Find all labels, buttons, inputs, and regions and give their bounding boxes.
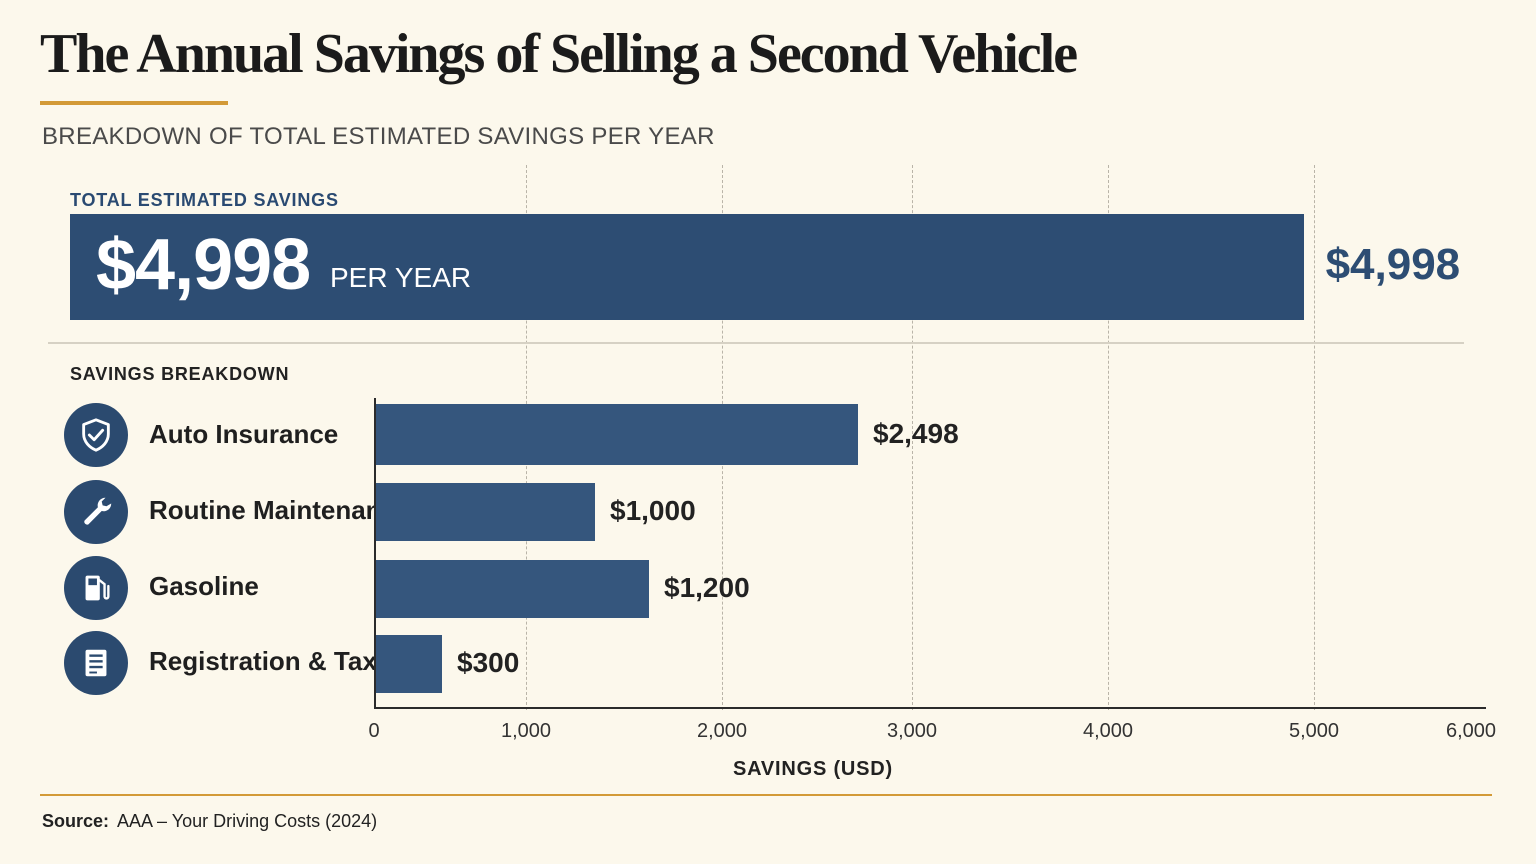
- gridline: [1108, 165, 1109, 710]
- total-savings-unit: PER YEAR: [330, 262, 472, 293]
- chart-title: The Annual Savings of Selling a Second V…: [40, 23, 1078, 85]
- bar-value-label-routine-maintenance: $1,000: [610, 495, 696, 526]
- bar-value-label-registration-taxes: $300: [457, 647, 520, 678]
- document-icon: [64, 631, 128, 695]
- x-tick-label: 4,000: [1082, 720, 1134, 742]
- bar-auto-insurance: [376, 404, 858, 465]
- chart-subtitle: BREAKDOWN OF TOTAL ESTIMATED SAVINGS PER…: [42, 123, 715, 150]
- x-axis-title: SAVINGS (USD): [732, 758, 894, 780]
- category-label-registration-taxes: Registration & Taxes: [149, 646, 406, 676]
- total-section-label: TOTAL ESTIMATED SAVINGS: [70, 190, 339, 210]
- title-underline: [40, 101, 228, 105]
- bar-routine-maintenance: [376, 483, 595, 541]
- bar-value-label-auto-insurance: $2,498: [873, 417, 959, 449]
- source-label: Source:: [42, 811, 110, 831]
- x-axis-line: [374, 707, 1486, 709]
- footer-rule: [40, 794, 1492, 796]
- x-tick-label: 6,000: [1445, 720, 1497, 742]
- x-tick-label: 0: [368, 720, 380, 742]
- source-text: AAA – Your Driving Costs (2024): [117, 811, 378, 831]
- gridline: [912, 165, 913, 710]
- shield-check-icon: [64, 403, 128, 467]
- bar-gasoline: [376, 560, 649, 618]
- total-savings-bar: [70, 214, 1304, 320]
- x-tick-label: 5,000: [1288, 720, 1340, 742]
- bar-value-label-gasoline: $1,200: [664, 572, 750, 603]
- x-tick-label: 2,000: [696, 720, 748, 742]
- category-label-auto-insurance: Auto Insurance: [149, 419, 339, 449]
- source-note: Source: AAA – Your Driving Costs (2024): [42, 811, 377, 832]
- bar-registration-taxes: [376, 635, 442, 693]
- category-label-routine-maintenance: Routine Maintenance: [149, 495, 411, 525]
- fuel-pump-icon: [64, 556, 128, 620]
- x-tick-label: 3,000: [886, 720, 938, 742]
- wrench-icon: [64, 480, 128, 544]
- y-axis-line: [374, 398, 376, 709]
- x-tick-label: 1,000: [500, 720, 552, 742]
- category-label-gasoline: Gasoline: [149, 571, 259, 601]
- total-savings-amount: $4,998: [96, 225, 311, 305]
- total-bar-value-label: $4,998: [1325, 240, 1461, 289]
- gridline: [1314, 165, 1315, 710]
- breakdown-section-label: SAVINGS BREAKDOWN: [70, 364, 290, 384]
- section-divider: [48, 342, 1464, 344]
